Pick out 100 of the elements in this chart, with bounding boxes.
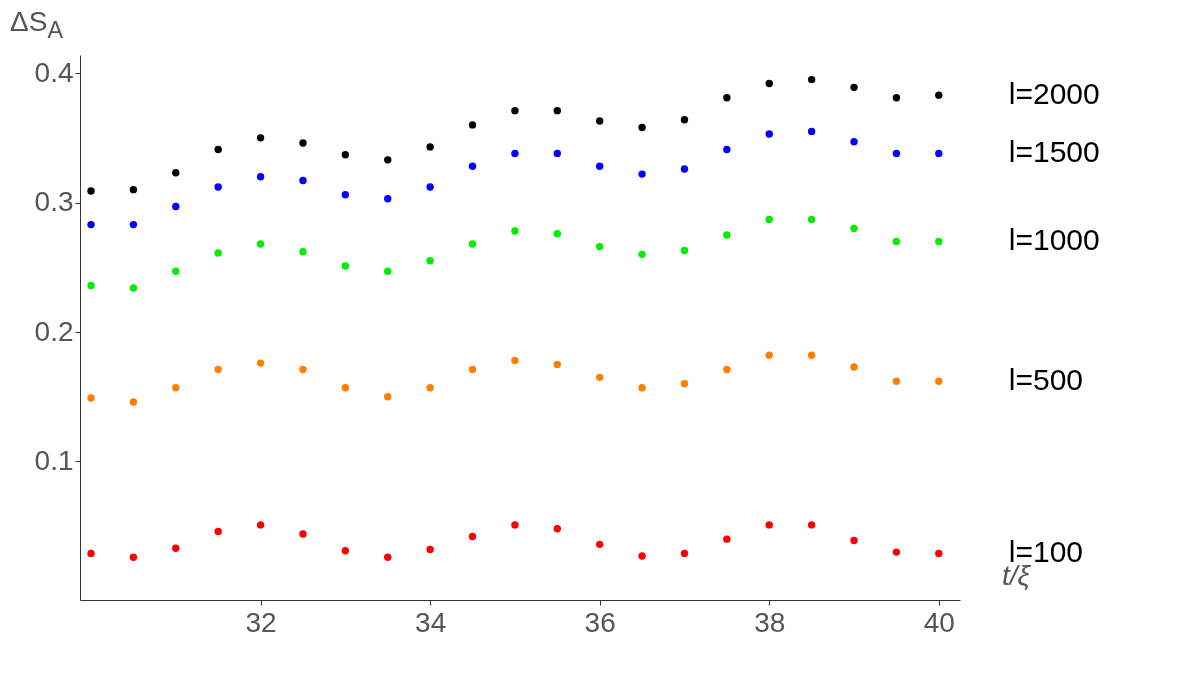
point — [87, 220, 95, 229]
point — [214, 365, 222, 374]
point — [468, 240, 477, 248]
y-axis-title: ΔS$_{A}$ — [10, 6, 63, 44]
point — [553, 360, 562, 369]
point — [172, 544, 180, 552]
point — [680, 549, 689, 558]
y-tick-label: 0.3 — [34, 186, 74, 218]
point — [299, 139, 307, 147]
point — [341, 191, 350, 199]
text: l=500 — [1008, 363, 1084, 397]
point — [680, 165, 689, 173]
point — [426, 257, 434, 265]
point — [680, 246, 689, 255]
point — [935, 377, 943, 385]
point — [850, 138, 858, 146]
point — [256, 134, 265, 142]
point — [426, 143, 434, 151]
point — [807, 351, 816, 360]
point — [299, 248, 307, 256]
x-tick-label: 38 — [754, 606, 786, 638]
point — [87, 394, 95, 402]
point — [511, 356, 519, 365]
point — [680, 116, 689, 124]
point — [807, 127, 816, 136]
point — [935, 149, 943, 158]
point — [553, 106, 562, 115]
point — [87, 187, 95, 195]
point — [723, 145, 731, 154]
point — [172, 384, 180, 392]
point — [426, 545, 434, 554]
point — [595, 117, 604, 125]
point — [595, 162, 604, 171]
point — [384, 393, 392, 401]
point — [426, 183, 434, 191]
point — [595, 242, 604, 251]
point — [935, 237, 943, 246]
point — [468, 162, 477, 171]
point — [299, 530, 307, 538]
point — [935, 549, 943, 558]
point — [256, 172, 265, 181]
point — [850, 224, 858, 233]
point — [553, 229, 562, 238]
point — [638, 250, 646, 259]
point — [765, 79, 773, 88]
point — [765, 130, 773, 138]
point — [850, 363, 858, 371]
point — [765, 215, 773, 224]
point — [638, 552, 646, 560]
x-tick-label: 34 — [415, 606, 447, 638]
point — [638, 123, 646, 132]
point — [553, 149, 562, 158]
point — [384, 156, 392, 164]
point — [935, 91, 943, 99]
point — [723, 365, 731, 374]
point — [553, 525, 562, 533]
point — [765, 521, 773, 529]
point — [341, 150, 350, 159]
point — [129, 284, 138, 292]
point — [468, 532, 477, 541]
point — [214, 145, 222, 154]
point — [595, 373, 604, 382]
point — [723, 535, 731, 543]
point — [256, 359, 265, 367]
point — [892, 149, 901, 158]
text: l=1000 — [1008, 223, 1100, 257]
point — [256, 240, 265, 248]
point — [129, 553, 138, 561]
point — [892, 94, 901, 102]
point — [723, 231, 731, 239]
point — [511, 149, 519, 158]
point — [129, 398, 138, 406]
y-tick-label: 0.1 — [34, 444, 74, 476]
point — [468, 121, 477, 129]
point — [511, 227, 519, 235]
point — [172, 267, 180, 275]
point — [384, 267, 392, 275]
point — [511, 521, 519, 529]
x-tick-label: 36 — [584, 606, 616, 638]
point — [384, 194, 392, 203]
y-tick-label: 0.2 — [34, 315, 74, 347]
point — [214, 249, 222, 257]
point — [723, 94, 731, 102]
point — [807, 521, 816, 529]
point — [172, 202, 180, 211]
x-tick-label: 32 — [245, 606, 277, 638]
point — [214, 527, 222, 536]
point — [638, 384, 646, 392]
point — [299, 176, 307, 185]
point — [892, 237, 901, 246]
point — [850, 536, 858, 545]
point — [468, 365, 477, 374]
point — [892, 377, 901, 385]
point — [807, 75, 816, 84]
point — [87, 281, 95, 290]
point — [341, 384, 350, 392]
point — [511, 106, 519, 115]
point — [214, 183, 222, 191]
point — [765, 351, 773, 360]
point — [129, 185, 138, 194]
